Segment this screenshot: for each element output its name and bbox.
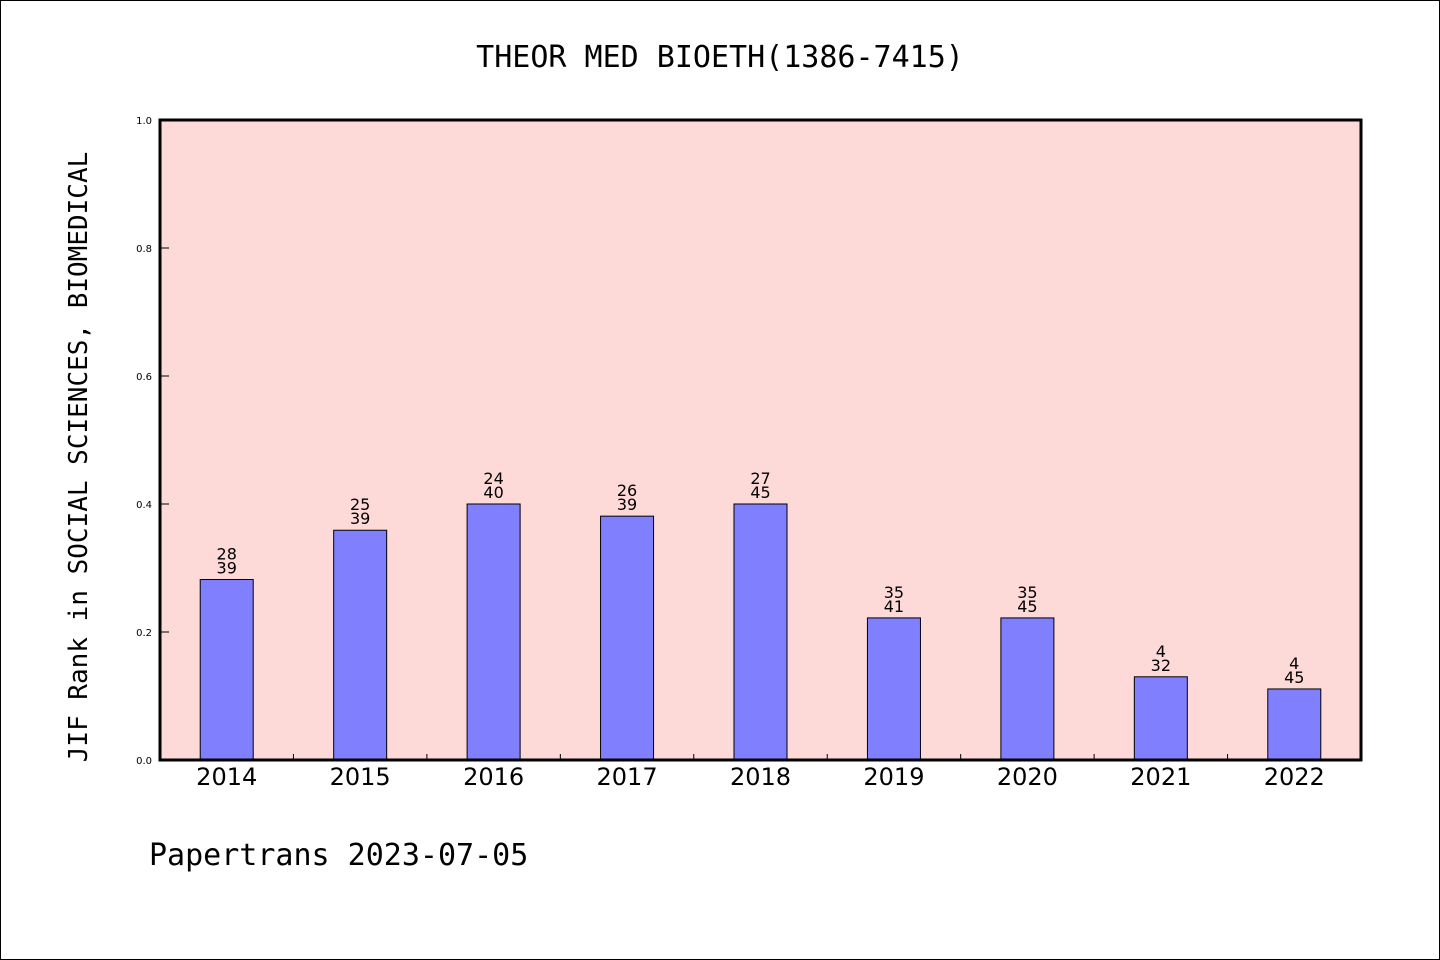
x-tick-label: 2016: [463, 763, 524, 791]
x-tick-label: 2014: [196, 763, 257, 791]
y-tick-label: 0.2: [136, 628, 152, 639]
plot-border: [158, 118, 1363, 762]
x-tick-label: 2022: [1264, 763, 1325, 791]
bar-rank-label: 24: [483, 469, 503, 488]
x-tick-label: 2017: [597, 763, 658, 791]
bar-total-label: 39: [617, 495, 637, 514]
bar: [866, 617, 921, 761]
x-tick-label: 2018: [730, 763, 791, 791]
bar-rank-label: 35: [1017, 583, 1037, 602]
bar: [600, 515, 655, 761]
bar-rank-label: 25: [350, 495, 370, 514]
bar-total-label: 45: [750, 483, 770, 502]
bar-rank-label: 26: [617, 481, 637, 500]
bar-total-label: 41: [884, 597, 904, 616]
y-tick-label: 0.6: [136, 372, 152, 383]
bar: [733, 503, 788, 761]
bar: [466, 503, 521, 761]
bar-total-label: 32: [1151, 656, 1171, 675]
bar-total-label: 45: [1017, 597, 1037, 616]
footer-credit: Papertrans 2023-07-05: [149, 838, 528, 873]
y-tick-label: 1.0: [136, 116, 152, 127]
bar: [199, 579, 254, 761]
bar-total-label: 45: [1284, 668, 1304, 687]
y-tick-label: 0.0: [136, 756, 152, 767]
x-tick-label: 2019: [863, 763, 924, 791]
bar: [1267, 688, 1322, 761]
y-tick-label: 0.8: [136, 244, 152, 255]
x-tick-label: 2015: [330, 763, 391, 791]
bar-rank-label: 28: [217, 545, 237, 564]
bar: [1000, 617, 1055, 761]
bar-rank-label: 4: [1289, 654, 1299, 673]
chart-title: THEOR MED BIOETH(1386-7415): [476, 40, 964, 75]
y-tick-label: 0.4: [136, 500, 152, 511]
y-axis-label: JIF Rank in SOCIAL SCIENCES, BIOMEDICAL: [64, 152, 94, 762]
bar-total-label: 39: [217, 559, 237, 578]
x-tick-label: 2020: [997, 763, 1058, 791]
bar-total-label: 40: [483, 483, 503, 502]
x-tick-label: 2021: [1130, 763, 1191, 791]
bar-rank-label: 35: [884, 583, 904, 602]
bar-total-label: 39: [350, 509, 370, 528]
bar-rank-label: 27: [750, 469, 770, 488]
bar: [1133, 676, 1188, 761]
bar-rank-label: 4: [1156, 642, 1166, 661]
bar: [333, 529, 388, 761]
